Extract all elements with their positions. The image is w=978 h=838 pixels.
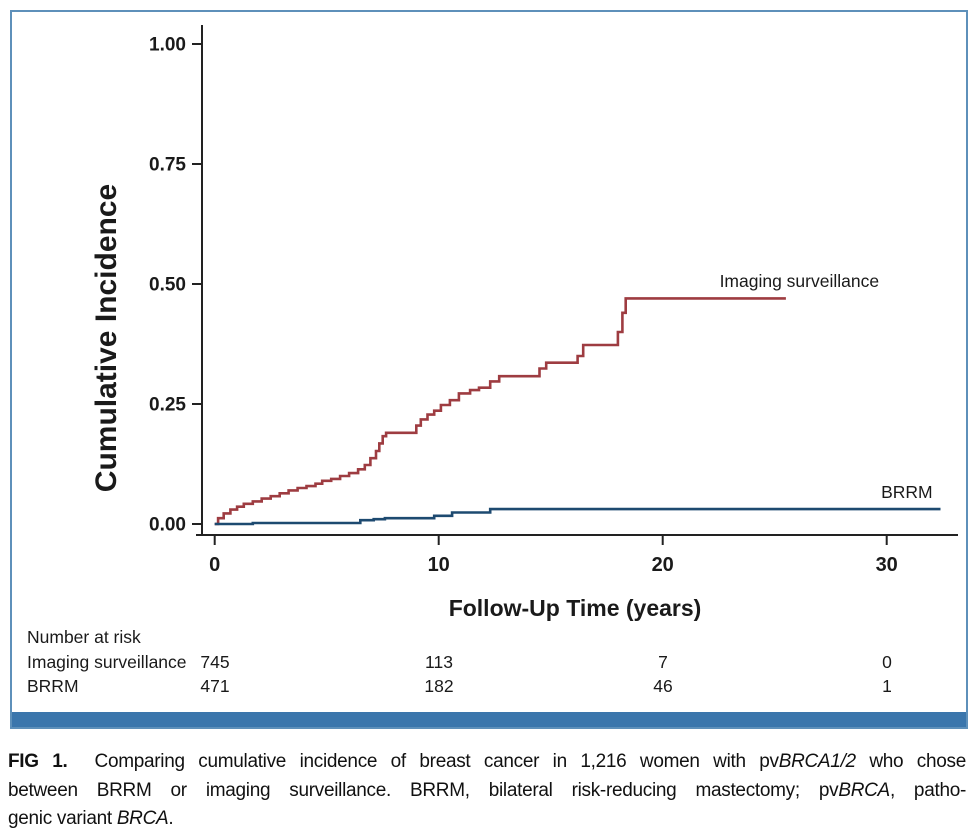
series-curve-imaging-surveillance [214, 297, 786, 526]
x-axis-title: Follow-Up Time (years) [449, 595, 702, 621]
risk-count: 113 [425, 652, 453, 672]
caption-text: , patho- [889, 779, 967, 801]
risk-count: 46 [653, 676, 673, 696]
figure-panel: 0.00 0.25 0.50 0.75 1.00 0 10 20 30 Cumulative In… [10, 10, 968, 729]
caption-line: FIG 1. Comparing cumulative incidence of… [8, 748, 966, 777]
y-axis-title: Cumulative Incidence [90, 184, 123, 492]
risk-count: 0 [882, 652, 892, 672]
caption-line: genic variant BRCA. [8, 805, 966, 834]
caption-italic-text: BRCA [116, 808, 169, 829]
risk-count: 471 [200, 676, 230, 696]
risk-count: 182 [424, 676, 454, 696]
risk-row-label: BRRM [27, 676, 79, 696]
figure-footer-bar [12, 712, 966, 727]
caption-text: Comparing cumulative incidence of breast… [67, 751, 780, 772]
y-tick-label: 0.25 [149, 395, 186, 416]
caption-text: genic variant [8, 808, 117, 829]
caption-text: . [168, 808, 174, 829]
x-tick-label: 0 [209, 554, 220, 576]
caption-line: between BRRM or imaging surveillance. BR… [8, 777, 966, 806]
caption-italic-text: BRCA1/2 [778, 751, 856, 772]
x-tick-label: 30 [876, 554, 898, 576]
x-tick-label: 20 [652, 554, 674, 576]
caption-text: who chose [855, 751, 966, 772]
x-tick-label: 10 [428, 554, 450, 576]
risk-row-label: Imaging surveillance [27, 652, 187, 672]
cumulative-incidence-chart: 0.00 0.25 0.50 0.75 1.00 0 10 20 30 Cumulative In… [90, 25, 958, 621]
series-label-imaging-surveillance: Imaging surveillance [720, 271, 880, 291]
risk-count: 745 [200, 652, 230, 672]
series-label-brrm: BRRM [881, 482, 933, 502]
y-tick-label: 0.75 [149, 155, 186, 176]
caption-figure-label: FIG 1. [8, 751, 68, 772]
risk-count: 1 [882, 676, 892, 696]
caption-italic-text: BRCA [838, 779, 890, 801]
figure-caption: FIG 1. Comparing cumulative incidence of… [8, 748, 966, 834]
risk-table-title: Number at risk [27, 627, 141, 647]
y-tick-label: 1.00 [149, 35, 186, 56]
risk-count: 7 [658, 652, 668, 672]
y-tick-label: 0.50 [149, 275, 186, 296]
risk-row-brrm: BRRM 471 182 46 1 [12, 676, 966, 696]
caption-text: between BRRM or imaging surveillance. BR… [8, 779, 839, 801]
risk-row-imaging-surveillance: Imaging surveillance 745 113 7 0 [12, 652, 966, 672]
series-curve-brrm [214, 507, 941, 526]
y-tick-label: 0.00 [149, 515, 186, 536]
